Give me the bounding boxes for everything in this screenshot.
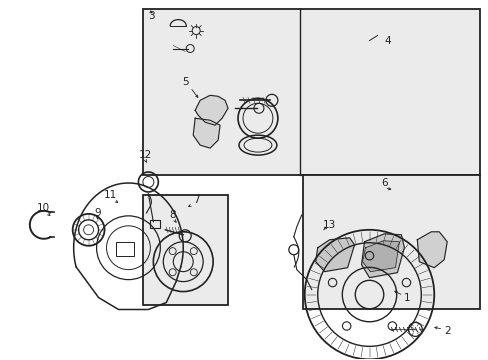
Text: 9: 9 [94,208,101,218]
Polygon shape [362,241,399,272]
Bar [150,220,160,228]
Text: 13: 13 [323,220,336,230]
Text: 10: 10 [37,203,50,213]
Text: 8: 8 [169,210,175,220]
Text: 5: 5 [182,77,188,87]
Polygon shape [315,238,354,272]
Polygon shape [416,232,447,268]
Polygon shape [193,118,220,148]
Text: 7: 7 [192,195,199,205]
Text: 12: 12 [139,150,152,160]
Bar [116,242,134,256]
Bar [143,195,227,305]
Polygon shape [361,234,404,278]
Text: 2: 2 [443,327,449,336]
Text: 4: 4 [384,36,390,46]
Text: 3: 3 [148,11,155,21]
Text: 11: 11 [103,190,117,200]
Text: 6: 6 [380,178,387,188]
Bar [302,175,479,310]
Text: 1: 1 [403,293,410,302]
Polygon shape [195,95,227,125]
Bar [143,9,479,175]
